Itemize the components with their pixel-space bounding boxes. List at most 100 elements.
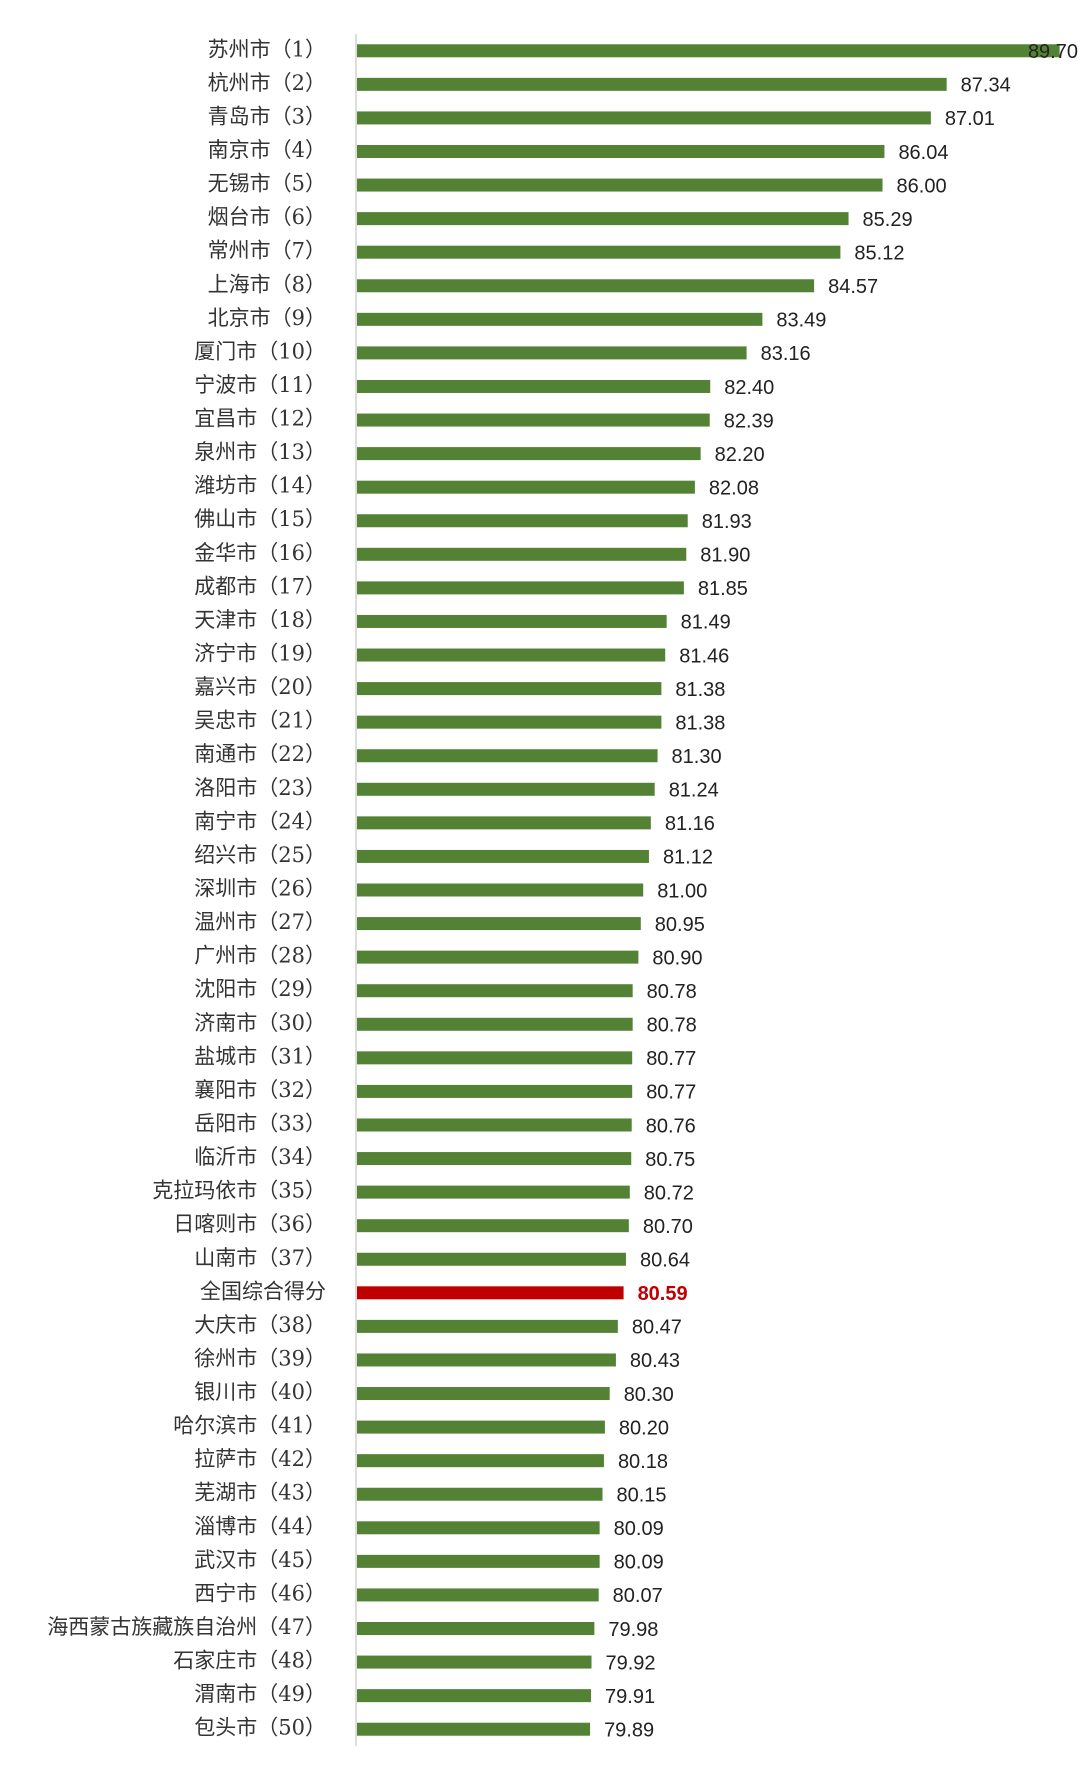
bar [357,1017,633,1031]
bar [357,111,931,125]
bar [357,279,815,293]
value-label: 79.91 [605,1686,655,1708]
category-label: 青岛市（3） [208,104,326,128]
category-label: 宁波市（11） [194,373,326,397]
bar [357,917,641,931]
value-label: 80.30 [624,1384,674,1406]
value-label: 84.57 [828,276,878,298]
bar [357,1655,592,1669]
category-label: 潍坊市（14） [194,474,326,498]
bar [357,514,688,528]
bar [357,1722,591,1736]
category-label: 天津市（18） [194,608,326,632]
category-label: 日喀则市（36） [173,1212,326,1236]
bar [357,1286,624,1300]
value-label: 80.47 [632,1317,682,1339]
value-label: 80.09 [614,1552,664,1574]
bar [357,1252,626,1266]
value-label: 81.00 [657,880,707,902]
value-label: 87.01 [945,108,995,130]
bar [357,1319,618,1333]
bar [357,816,651,830]
value-label: 81.38 [675,712,725,734]
value-label: 85.12 [854,242,904,264]
bar [357,1219,629,1233]
bar [357,1084,633,1098]
value-label: 80.72 [644,1182,694,1204]
bar [357,1152,632,1166]
category-label: 上海市（8） [208,272,326,296]
bar [357,178,883,192]
value-label: 87.34 [961,75,1011,97]
value-label: 82.39 [724,410,774,432]
bar [357,648,666,662]
value-label: 86.00 [897,175,947,197]
value-label: 80.90 [652,947,702,969]
bar [357,245,841,259]
bar [357,346,747,360]
bar [357,144,885,158]
value-label: 80.76 [646,1115,696,1137]
category-label: 襄阳市（32） [194,1078,326,1102]
category-label: 山南市（37） [194,1246,326,1270]
bar [357,1051,633,1065]
value-label: 80.70 [643,1216,693,1238]
value-label: 81.16 [665,813,715,835]
category-label: 佛山市（15） [194,507,326,531]
bar [357,614,667,628]
value-label: 81.12 [663,847,713,869]
category-label: 大庆市（38） [194,1313,326,1337]
bar [357,1454,604,1468]
category-label: 南京市（4） [208,138,326,162]
category-label: 南通市（22） [194,742,326,766]
category-label: 克拉玛依市（35） [152,1179,326,1203]
value-label: 81.24 [669,780,719,802]
value-label: 80.78 [647,1015,697,1037]
category-label: 渭南市（49） [194,1682,326,1706]
category-label: 北京市（9） [208,306,326,330]
bar [357,44,1060,58]
bar [357,1689,592,1703]
bar [357,1487,603,1501]
value-label: 81.93 [702,511,752,533]
value-label: 80.78 [647,981,697,1003]
bar [357,782,655,796]
category-label: 洛阳市（23） [194,776,326,800]
category-label: 宜昌市（12） [194,407,326,431]
category-label: 温州市（27） [194,910,326,934]
category-label: 深圳市（26） [194,877,326,901]
category-label: 盐城市（31） [194,1044,326,1068]
value-label: 82.40 [724,377,774,399]
bar [357,682,662,696]
value-label: 82.08 [709,477,759,499]
bar [357,1118,632,1132]
category-label: 芜湖市（43） [194,1481,326,1505]
category-label: 广州市（28） [194,944,326,968]
bar [357,480,695,494]
bar [357,547,687,561]
value-label: 79.98 [608,1619,658,1641]
category-label: 包头市（50） [194,1716,326,1740]
bar [357,581,684,595]
value-label: 80.75 [645,1149,695,1171]
category-label: 沈阳市（29） [194,977,326,1001]
value-label: 79.89 [604,1719,654,1741]
value-label: 80.18 [618,1451,668,1473]
category-label: 烟台市（6） [208,205,326,229]
value-label: 81.49 [681,612,731,634]
category-label: 拉萨市（42） [194,1447,326,1471]
value-label: 83.49 [776,310,826,332]
bar [357,212,849,226]
value-label: 81.46 [679,645,729,667]
bar [357,1588,599,1602]
category-label: 金华市（16） [194,541,326,565]
category-label: 徐州市（39） [194,1346,326,1370]
category-label: 石家庄市（48） [173,1649,326,1673]
category-label: 泉州市（13） [194,440,326,464]
bar [357,1420,605,1434]
category-label: 绍兴市（25） [194,843,326,867]
value-label: 80.15 [617,1485,667,1507]
category-label: 临沂市（34） [194,1145,326,1169]
